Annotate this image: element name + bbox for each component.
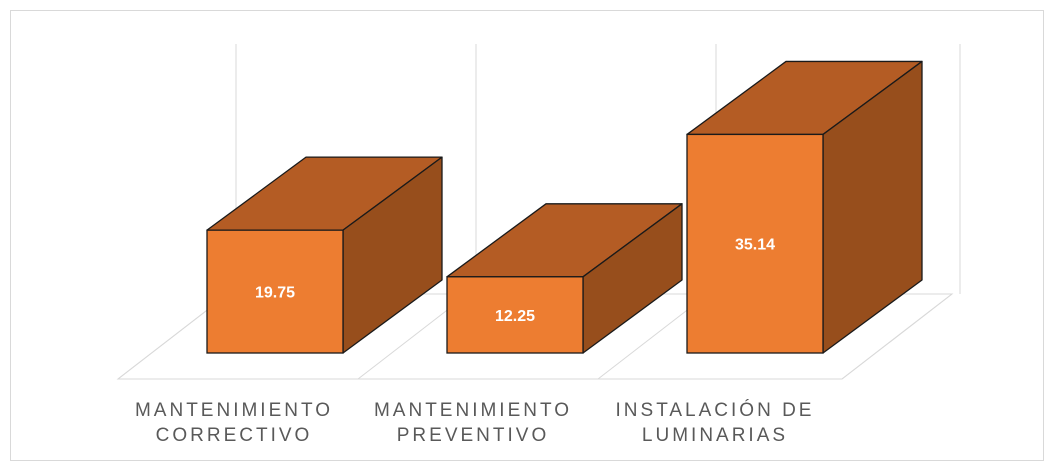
- bar-front-face: [446, 276, 584, 354]
- bar-front-face: [686, 133, 824, 354]
- category-label-line-2: CORRECTIVO: [155, 425, 313, 446]
- category-label-mantenimiento-correctivo: MANTENIMIENTO CORRECTIVO: [119, 398, 349, 448]
- bar-0: 19.75: [206, 156, 443, 354]
- floor-divider-3: [841, 293, 953, 380]
- chart-bars: 19.75 12.25 35.14: [206, 60, 923, 354]
- category-label-line-1: MANTENIMIENTO: [373, 400, 573, 421]
- category-label-line-2: PREVENTIVO: [396, 425, 550, 446]
- data-label: 12.25: [495, 308, 535, 325]
- category-label-line-1: MANTENIMIENTO: [134, 400, 334, 421]
- bar-2: 35.14: [686, 60, 923, 354]
- category-label-instalacion-de-luminarias: INSTALACIÓN DE LUMINARIAS: [600, 398, 830, 448]
- category-label-line-2: LUMINARIAS: [641, 425, 789, 446]
- data-label: 19.75: [255, 285, 295, 302]
- bar-front-face: [206, 229, 344, 354]
- category-label-mantenimiento-preventivo: MANTENIMIENTO PREVENTIVO: [358, 398, 588, 448]
- category-label-line-1: INSTALACIÓN DE: [615, 400, 815, 421]
- bar-1: 12.25: [446, 203, 683, 354]
- data-label: 35.14: [735, 237, 775, 254]
